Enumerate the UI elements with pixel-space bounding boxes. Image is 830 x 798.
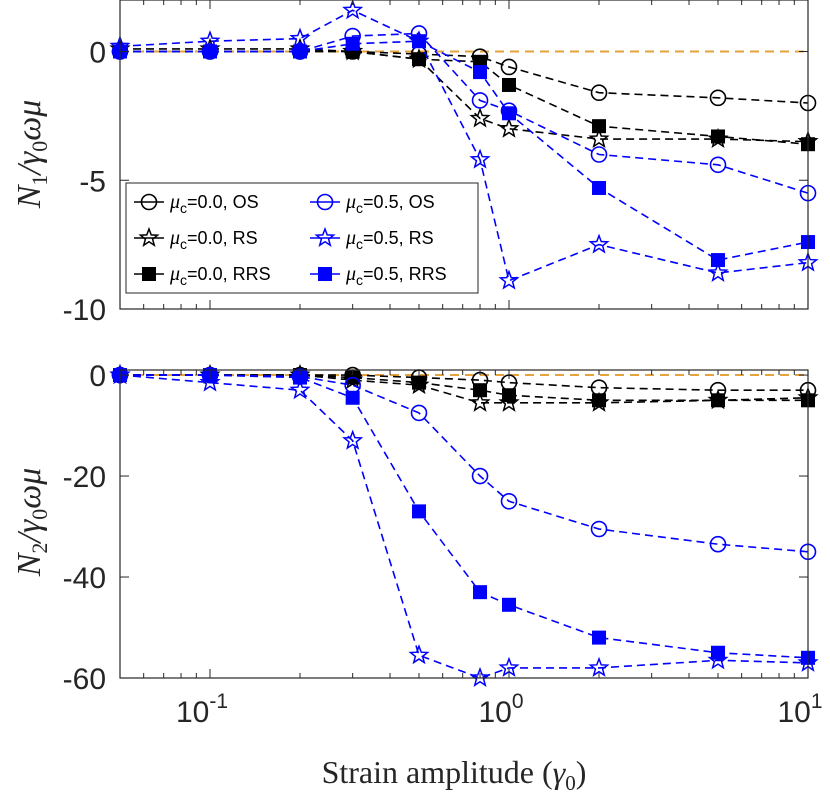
y-tick-label: -5 (79, 165, 106, 198)
x-tick-label: 101 (777, 690, 822, 729)
plot-area (120, 370, 808, 678)
legend-marker (140, 193, 158, 211)
legend-label: μc=0.5, RS (345, 227, 434, 252)
y-tick-label: -10 (63, 294, 106, 327)
legend-entry-0: μc=0.0, OS (134, 191, 259, 216)
data-point (345, 36, 360, 51)
y-tick-label: 0 (89, 37, 106, 70)
legend-marker (142, 267, 156, 281)
data-point (709, 535, 727, 553)
data-point (410, 404, 428, 422)
x-ticks (119, 0, 809, 309)
data-point (590, 146, 608, 163)
x-axis-label: Strain amplitude (γ0) (322, 754, 587, 795)
data-point (469, 148, 491, 169)
y-tick-label: -40 (63, 562, 106, 595)
data-point (345, 390, 360, 405)
legend-label: μc=0.0, RRS (169, 263, 271, 288)
data-point (592, 393, 607, 408)
data-point (502, 106, 517, 121)
legend-label: μc=0.5, RRS (345, 263, 447, 288)
y-tick-label: -60 (63, 663, 106, 696)
data-point (502, 77, 517, 92)
legend-entry-2: μc=0.0, RRS (134, 263, 271, 288)
data-point (588, 233, 610, 254)
data-point (342, 0, 364, 20)
legend-label: μc=0.0, OS (169, 191, 259, 216)
legend-box (125, 182, 479, 294)
data-point (411, 504, 426, 519)
axes-box (119, 0, 809, 310)
data-point (709, 89, 727, 107)
legend-marker (318, 267, 332, 281)
series-line (120, 48, 809, 143)
legend-marker (314, 226, 336, 248)
data-point (289, 27, 311, 48)
data-point (710, 393, 725, 408)
data-point (471, 92, 489, 109)
legend-marker (316, 193, 334, 211)
bottom-panel: 0 -20 -40 -60 10-1 100 101 N2/γ0ωμ Strain amplit… (11, 360, 823, 795)
series-line (120, 374, 809, 659)
data-point (709, 156, 727, 174)
x-tick-label: 100 (478, 690, 523, 729)
data-point (473, 585, 488, 600)
series-4 (109, 363, 819, 688)
data-point (342, 429, 364, 450)
data-point (502, 388, 517, 403)
data-point (592, 630, 607, 645)
data-point (469, 391, 491, 412)
data-point (408, 644, 430, 665)
data-point (592, 180, 607, 195)
legend-entry-3: μc=0.5, OS (310, 191, 435, 216)
series-5 (113, 34, 815, 268)
data-point (498, 117, 520, 138)
series-line (119, 374, 809, 679)
data-point (710, 129, 725, 144)
series-line (120, 40, 809, 261)
y-tick-label: 0 (89, 360, 106, 393)
series-5 (113, 368, 815, 665)
legend-marker (138, 226, 160, 248)
data-point (498, 269, 520, 290)
data-point (592, 119, 607, 134)
data-point (469, 666, 491, 688)
data-point (588, 127, 610, 149)
data-point (588, 656, 610, 677)
data-point (590, 84, 608, 101)
legend-entry-4: μc=0.5, RS (310, 226, 434, 252)
data-point (710, 645, 725, 660)
series-line (119, 9, 809, 282)
data-point (473, 383, 488, 398)
y-axis-label: N1/γ0ωμ (11, 100, 52, 210)
legend-entry-1: μc=0.0, RS (134, 226, 258, 252)
x-tick-label: 10-1 (176, 690, 228, 729)
data-point (502, 597, 517, 612)
data-point (203, 44, 218, 59)
y-tick-label: -20 (63, 461, 106, 494)
data-point (500, 58, 518, 76)
data-point (289, 379, 311, 400)
legend-label: μc=0.0, RS (169, 227, 258, 252)
axes-box (119, 369, 809, 679)
x-ticks (119, 370, 809, 678)
data-point (500, 492, 518, 510)
data-point (411, 34, 426, 49)
data-point (411, 52, 426, 67)
legend-entry-5: μc=0.5, RRS (310, 263, 447, 288)
data-point (707, 261, 729, 282)
data-point (293, 44, 308, 59)
data-point (710, 253, 725, 268)
legend: μc=0.0, OS μc=0.0, RS μc=0.0, RRS μc=0.5, O… (125, 182, 479, 294)
data-point (473, 65, 488, 80)
legend-label: μc=0.5, OS (345, 191, 435, 216)
data-point (411, 375, 426, 390)
y-axis-label: N2/γ0ωμ (11, 468, 52, 578)
data-point (471, 467, 489, 485)
data-point (469, 107, 491, 128)
data-point (590, 520, 608, 538)
